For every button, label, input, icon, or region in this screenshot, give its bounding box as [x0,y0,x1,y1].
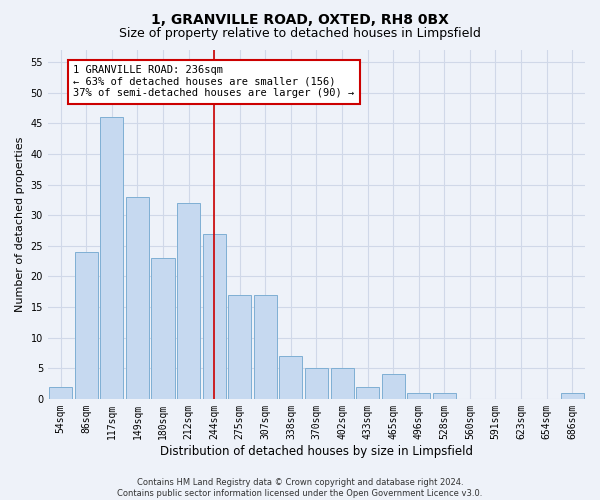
Bar [228,295,251,399]
Bar [280,356,302,399]
Bar [254,295,277,399]
Bar [75,252,98,399]
Bar [177,203,200,399]
Text: Contains HM Land Registry data © Crown copyright and database right 2024.
Contai: Contains HM Land Registry data © Crown c… [118,478,482,498]
Bar [382,374,404,399]
Bar [331,368,353,399]
X-axis label: Distribution of detached houses by size in Limpsfield: Distribution of detached houses by size … [160,444,473,458]
Text: 1, GRANVILLE ROAD, OXTED, RH8 0BX: 1, GRANVILLE ROAD, OXTED, RH8 0BX [151,12,449,26]
Y-axis label: Number of detached properties: Number of detached properties [15,136,25,312]
Text: Size of property relative to detached houses in Limpsfield: Size of property relative to detached ho… [119,28,481,40]
Bar [561,392,584,399]
Text: 1 GRANVILLE ROAD: 236sqm
← 63% of detached houses are smaller (156)
37% of semi-: 1 GRANVILLE ROAD: 236sqm ← 63% of detach… [73,66,355,98]
Bar [305,368,328,399]
Bar [126,197,149,399]
Bar [433,392,456,399]
Bar [203,234,226,399]
Bar [407,392,430,399]
Bar [151,258,175,399]
Bar [356,386,379,399]
Bar [100,118,124,399]
Bar [49,386,72,399]
